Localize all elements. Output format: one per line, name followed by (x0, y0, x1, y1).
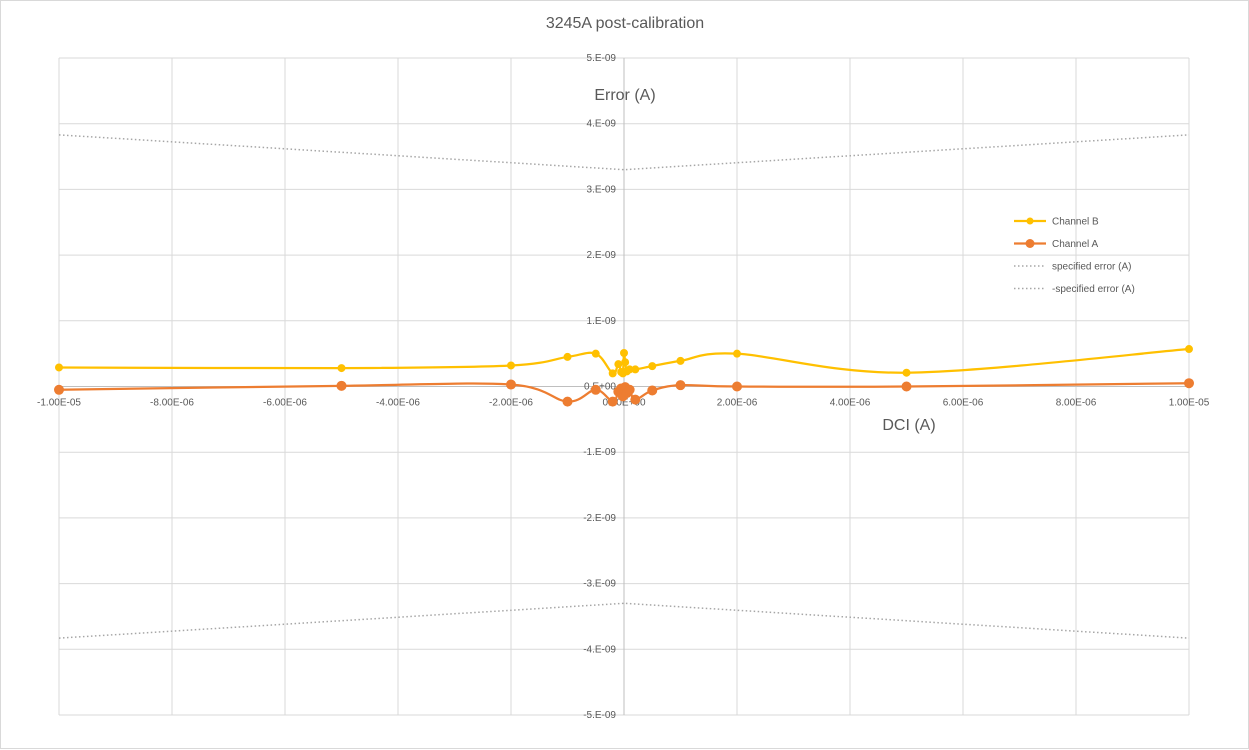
specified-error-lines (58, 134, 1190, 639)
data-point-channel-a (506, 379, 516, 390)
data-point-channel-a (1184, 378, 1194, 389)
x-tick-label: 0.00E+00 (602, 398, 646, 409)
legend-label-specified-error-a: -specified error (A) (1052, 284, 1135, 295)
legend-label-channel-a: Channel A (1052, 239, 1098, 250)
y-tick-label: 4.E-09 (587, 119, 617, 130)
legend-label-specified-error-a: specified error (A) (1052, 262, 1131, 273)
data-point-channel-a (54, 384, 64, 395)
y-tick-label: 0.E+00 (584, 382, 616, 393)
series-channel-a (54, 378, 1194, 407)
legend-marker-channel-a (1025, 239, 1035, 248)
data-point-channel-b (608, 369, 617, 378)
data-point-channel-a (630, 394, 641, 405)
x-tick-label: -1.00E-05 (37, 398, 81, 409)
data-point-channel-a (675, 380, 686, 391)
data-point-channel-b (55, 363, 63, 372)
y-tick-label: 1.E-09 (587, 316, 617, 327)
data-point-channel-b (507, 361, 515, 370)
x-tick-label: -2.00E-06 (489, 398, 533, 409)
data-point-channel-b (563, 352, 572, 361)
x-axis-title: DCI (A) (882, 417, 935, 434)
y-tick-label: -1.E-09 (583, 447, 616, 458)
x-tick-label: 4.00E-06 (830, 398, 871, 409)
data-point-channel-b (631, 365, 640, 374)
series-line-specified-error-a (58, 134, 1190, 171)
legend: Channel B Channel A specified error (A) -sp… (1014, 217, 1135, 295)
y-tick-label: -5.E-09 (583, 710, 616, 721)
data-point-channel-b (614, 360, 623, 369)
data-point-channel-b (337, 364, 346, 373)
series-line-specified-error-a (58, 602, 1190, 639)
data-point-channel-b (648, 362, 657, 371)
series-channel-b (55, 345, 1193, 378)
data-point-channel-b (620, 348, 628, 357)
x-tick-label: -6.00E-06 (263, 398, 307, 409)
data-point-channel-a (336, 380, 347, 391)
data-point-channel-b (591, 349, 600, 358)
y-tick-label: -2.E-09 (583, 513, 616, 524)
x-tick-label: -4.00E-06 (376, 398, 420, 409)
data-point-channel-a (607, 396, 618, 407)
x-tick-label: -8.00E-06 (150, 398, 194, 409)
y-tick-label: -3.E-09 (583, 579, 616, 590)
y-tick-label: -4.E-09 (583, 644, 616, 655)
y-tick-label: 3.E-09 (587, 184, 617, 195)
x-tick-label: 8.00E-06 (1056, 398, 1097, 409)
data-point-channel-b (676, 356, 685, 365)
legend-label-channel-b: Channel B (1052, 217, 1099, 228)
data-point-channel-a (732, 381, 742, 392)
y-tick-label: 2.E-09 (587, 250, 617, 261)
chart-title: 3245A post-calibration (546, 15, 704, 32)
x-tick-label: 1.00E-05 (1169, 398, 1210, 409)
data-point-channel-a (562, 396, 573, 407)
data-point-channel-b (733, 349, 741, 358)
data-point-channel-b (621, 358, 630, 367)
data-point-channel-b (902, 368, 911, 377)
data-point-channel-a (647, 385, 658, 396)
y-axis-title: Error (A) (594, 87, 655, 104)
data-point-channel-a (901, 381, 912, 392)
data-point-channel-a (624, 384, 635, 395)
legend-marker-channel-b (1026, 217, 1034, 225)
x-tick-label: 2.00E-06 (717, 398, 758, 409)
x-tick-label: 6.00E-06 (943, 398, 984, 409)
data-series (54, 345, 1194, 407)
data-point-channel-b (1185, 345, 1193, 354)
y-tick-label: 5.E-09 (587, 53, 617, 64)
data-point-channel-a (590, 384, 601, 395)
